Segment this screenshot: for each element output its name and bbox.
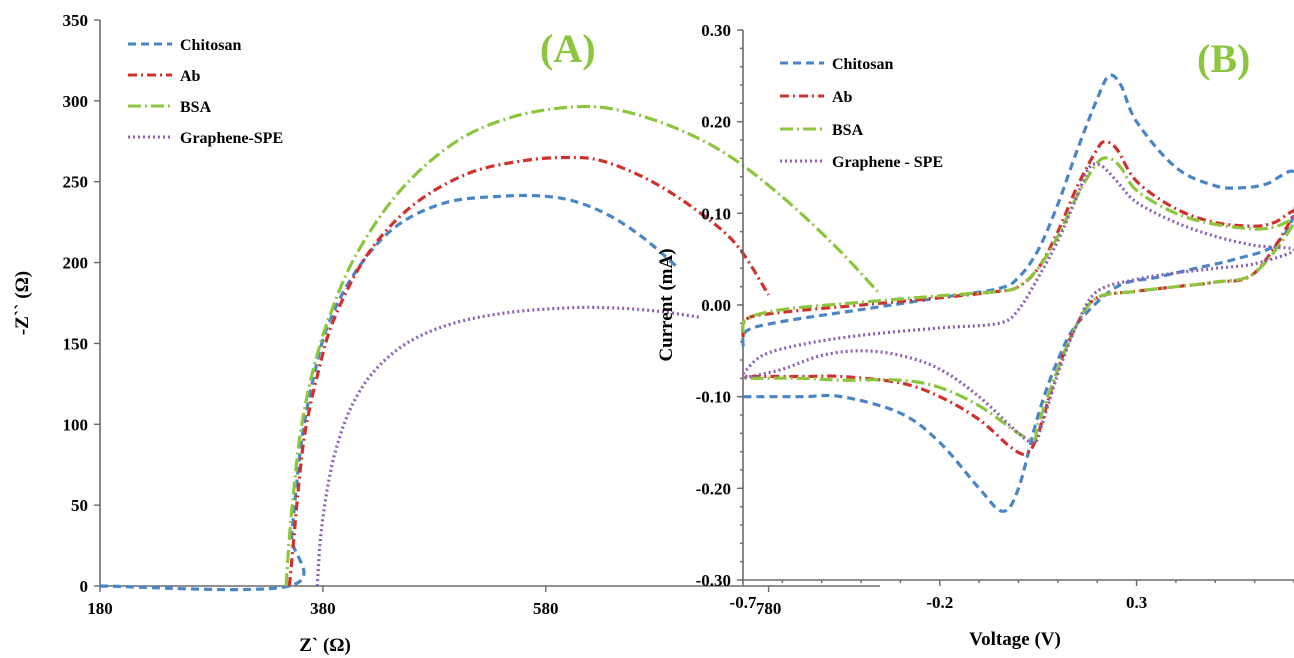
panel-a-y-axis-title: -Z`` (Ω)	[12, 271, 33, 335]
panel-a-series-ab	[287, 155, 770, 587]
panel-a-x-tick-label: 180	[87, 599, 113, 618]
panel-b-series-chitosan	[741, 73, 1294, 513]
panel-b-x-axis-title: Voltage (V)	[969, 629, 1061, 650]
panel-b-series-graphene-spe	[741, 162, 1294, 445]
panel-b-y-tick-label: -0.20	[696, 479, 731, 498]
panel-b-y-tick-label: 0.00	[701, 296, 731, 315]
panel-a-y-tick-label: 250	[63, 173, 89, 192]
legend-label-graphene-spe-b: Graphene - SPE	[832, 154, 943, 171]
panel-a-y-tick-label: 150	[63, 334, 89, 353]
panel-a-y-tick-label: 0	[80, 577, 89, 596]
panel-b-cv-plot: -0.30 -0.20 -0.10 0.00 0.10 0.20 0.30 -0.7 -0.2 0…	[656, 21, 1294, 650]
panel-a-eis-plot: 0 50 100 150 200 250 300 350 180 380 580 780 Chitos…	[12, 11, 880, 656]
panel-a-y-tick-label: 50	[71, 496, 88, 515]
panel-b-legend: Chitosan Ab BSA Graphene - SPE	[780, 56, 943, 171]
panel-b-ticks: -0.30 -0.20 -0.10 0.00 0.10 0.20 0.30 -0.7 -0.2 0…	[696, 21, 1294, 612]
panel-b-y-tick-label: -0.30	[696, 571, 731, 590]
panel-b-y-tick-label: 0.10	[701, 204, 731, 223]
panel-b-tag: (B)	[1197, 36, 1250, 81]
legend-label-ab-b: Ab	[832, 89, 853, 106]
panel-b-y-tick-label: -0.10	[696, 388, 731, 407]
legend-label-bsa: BSA	[180, 99, 212, 116]
legend-label-chitosan-b: Chitosan	[832, 56, 893, 73]
panel-b-series-ab	[741, 140, 1294, 456]
panel-b-x-tick-label: -0.7	[730, 593, 757, 612]
legend-label-ab: Ab	[180, 68, 201, 85]
panel-a-legend: Chitosan Ab BSA Graphene-SPE	[128, 37, 283, 147]
panel-a-x-tick-label: 780	[756, 599, 782, 618]
panel-a-y-tick-label: 100	[63, 415, 89, 434]
panel-b-y-tick-label: 0.30	[701, 21, 731, 40]
panel-b-series-bsa	[741, 156, 1294, 443]
panel-a-series-chitosan	[99, 193, 681, 592]
panel-a-series-graphene-spe	[315, 305, 702, 587]
panel-a-x-tick-label: 380	[310, 599, 336, 618]
panel-a-x-axis-title: Z` (Ω)	[299, 635, 351, 656]
panel-a-y-tick-label: 200	[63, 254, 89, 273]
panel-b-y-tick-label: 0.20	[701, 113, 731, 132]
legend-label-graphene-spe: Graphene-SPE	[180, 130, 283, 147]
panel-a-y-tick-label: 300	[63, 92, 89, 111]
panel-a-ticks: 0 50 100 150 200 250 300 350 180 380 580 780	[63, 11, 782, 618]
panel-a-y-tick-label: 350	[63, 11, 89, 30]
legend-label-chitosan: Chitosan	[180, 37, 241, 54]
panel-b-x-tick-label: -0.2	[926, 593, 953, 612]
panel-b-x-tick-label: 0.3	[1126, 593, 1147, 612]
legend-label-bsa-b: BSA	[832, 122, 864, 139]
panel-a-series-bsa	[284, 104, 879, 587]
panel-a-series	[99, 104, 879, 592]
panel-b-series	[741, 73, 1294, 513]
panel-b-y-axis-title: Current (mA)	[656, 248, 677, 361]
panel-a-tag: (A)	[540, 26, 596, 71]
panel-a-x-tick-label: 580	[533, 599, 559, 618]
